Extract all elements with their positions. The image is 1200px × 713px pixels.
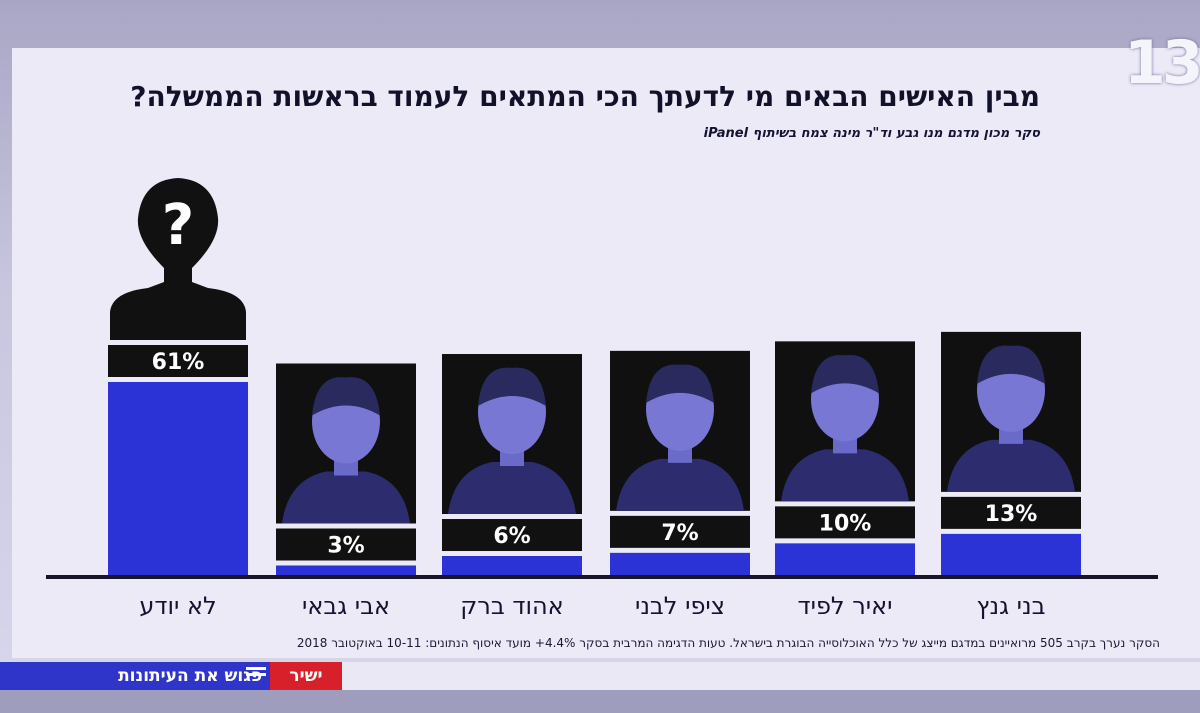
category-label: בני גנץ xyxy=(977,592,1046,620)
category-label: לא יודע xyxy=(139,592,216,620)
chart-title: מבין האישים הבאים מי לדעתך הכי המתאים לע… xyxy=(130,80,1040,113)
value-label-box xyxy=(276,528,416,561)
channel-logo: 13 xyxy=(1124,28,1200,98)
portrait-icon xyxy=(781,355,909,502)
category-label: אהוד ברק xyxy=(460,592,563,620)
bar xyxy=(442,556,582,575)
portrait-icon xyxy=(616,364,744,511)
value-label: 13% xyxy=(985,502,1038,527)
value-label: 7% xyxy=(661,521,698,546)
portrait-icon xyxy=(448,367,576,515)
category-label: יאיר לפיד xyxy=(797,592,892,620)
chart-subtitle: סקר מכון מדגם מנו גבע וד"ר מינה צמח בשית… xyxy=(703,126,1040,141)
value-label-box xyxy=(941,496,1081,529)
unknown-silhouette-icon: ? xyxy=(110,178,246,340)
value-label: 3% xyxy=(327,534,364,559)
bar xyxy=(941,533,1081,575)
value-label: 61% xyxy=(152,350,205,375)
live-badge: ישיר xyxy=(270,662,342,690)
portrait-icon xyxy=(947,345,1075,492)
bottom-strip xyxy=(0,690,1200,713)
bar xyxy=(108,382,248,575)
bar xyxy=(610,552,750,575)
value-label-box xyxy=(442,519,582,552)
value-label-box xyxy=(108,345,248,377)
value-label: 10% xyxy=(819,511,872,536)
category-label: אבי גבאי xyxy=(302,592,390,620)
value-label: 6% xyxy=(493,524,530,549)
equals-icon xyxy=(246,667,266,685)
bar xyxy=(276,565,416,575)
x-axis-line xyxy=(46,575,1158,579)
svg-text:?: ? xyxy=(162,193,194,258)
bar xyxy=(775,543,915,575)
chart-footnote: הסקר נערך בקרב 505 מרואיינים במדגם מייצג… xyxy=(296,636,1160,650)
value-label-box xyxy=(610,515,750,548)
value-label-box xyxy=(775,506,915,539)
portrait-icon xyxy=(282,377,410,524)
category-label: ציפי לבני xyxy=(635,592,725,620)
ticker-text: פגוש את העיתונות xyxy=(0,662,270,690)
bar-chart: 61%? לא יודע 3% אבי גבאי 6% אהוד ברק 7% ציפי לב… xyxy=(46,178,1158,620)
